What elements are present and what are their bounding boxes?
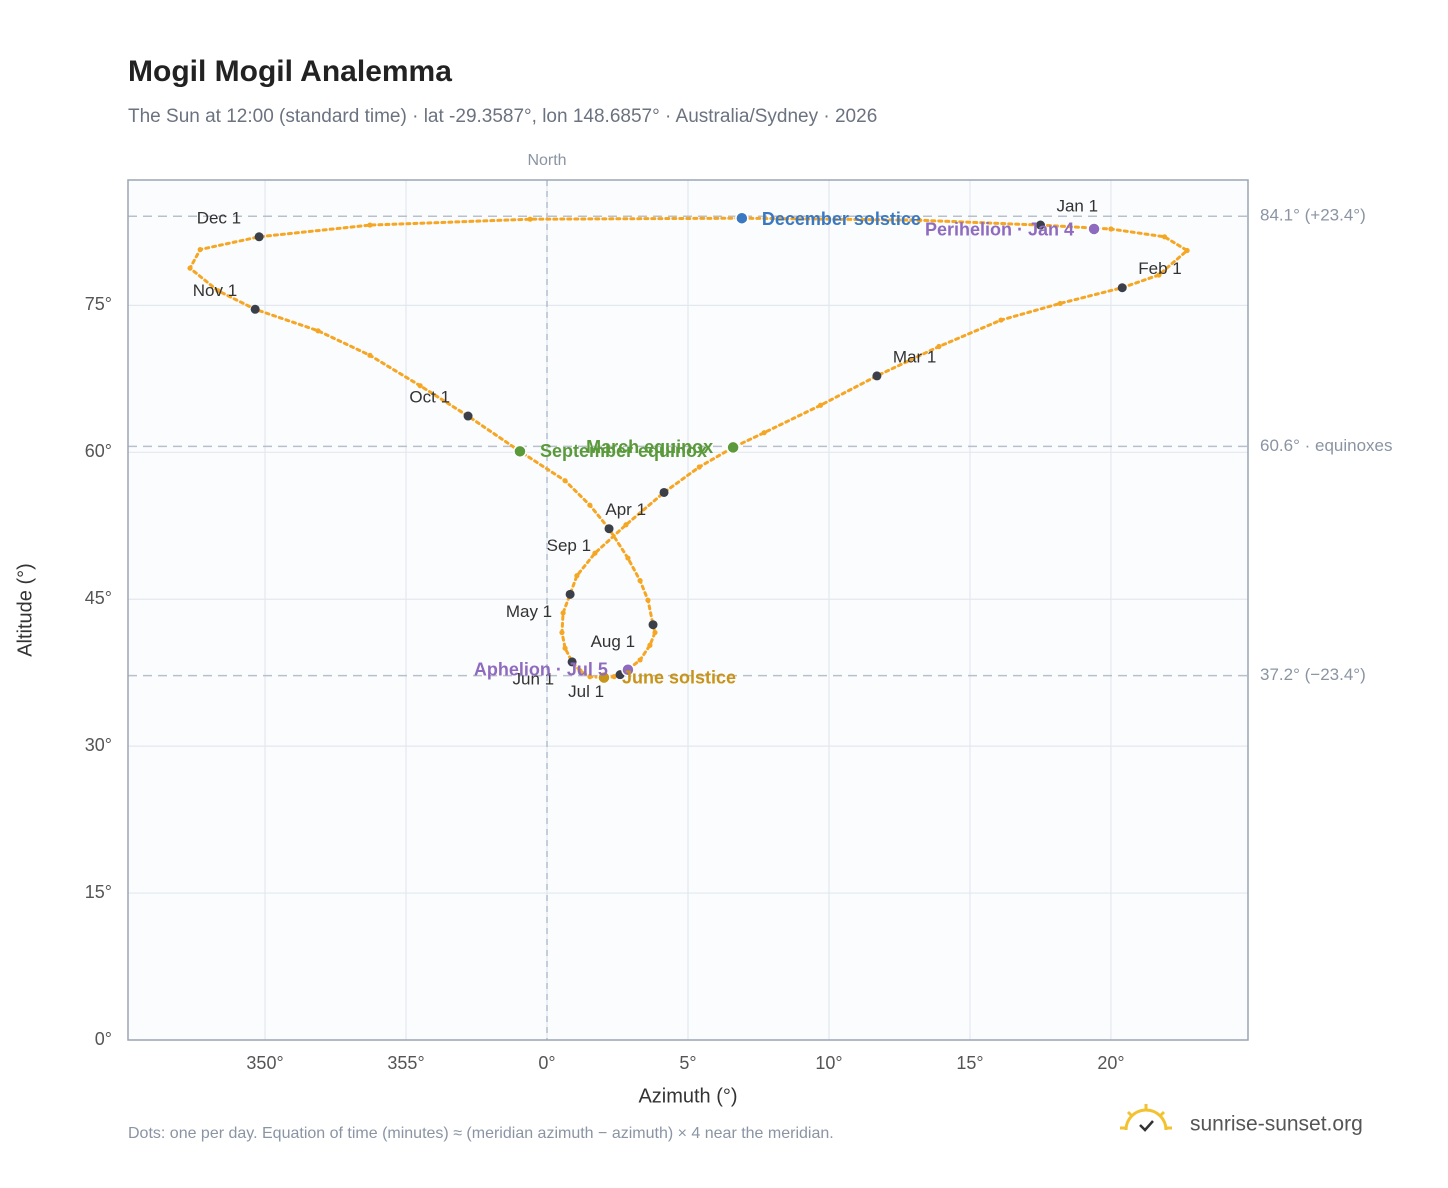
- day-dot: [1057, 300, 1063, 307]
- month-marker: [659, 487, 669, 497]
- event-label: December solstice: [762, 209, 921, 229]
- y-tick-label: 45°: [85, 588, 112, 608]
- month-label: Nov 1: [193, 281, 237, 300]
- x-tick-label: 5°: [679, 1053, 696, 1073]
- day-dot: [562, 645, 568, 651]
- day-dot: [1156, 272, 1162, 278]
- event-label: March equinox: [586, 437, 713, 457]
- event-marker: [597, 670, 611, 685]
- day-dot: [559, 629, 565, 636]
- x-tick-label: 20°: [1097, 1053, 1124, 1073]
- chart-subtitle: The Sun at 12:00 (standard time) · lat -…: [128, 106, 877, 127]
- y-tick-label: 0°: [95, 1029, 112, 1049]
- month-marker: [1117, 283, 1127, 293]
- event-marker: [726, 440, 740, 455]
- reference-label: 84.1° (+23.4°): [1260, 206, 1366, 225]
- month-label: May 1: [506, 602, 552, 621]
- day-dot: [611, 674, 617, 680]
- event-label: Perihelion · Jan 4: [925, 220, 1074, 240]
- event-marker: [621, 662, 635, 677]
- day-dot: [936, 343, 942, 350]
- day-dot: [367, 352, 373, 358]
- month-label: Jan 1: [1056, 197, 1098, 216]
- x-tick-label: 350°: [246, 1053, 283, 1073]
- day-dot: [1161, 234, 1168, 240]
- month-marker: [1035, 220, 1045, 230]
- y-axis-label: Altitude (°): [14, 563, 36, 657]
- event-label: June solstice: [622, 667, 736, 687]
- month-marker: [648, 620, 658, 630]
- day-dot: [417, 383, 423, 389]
- north-label: North: [527, 152, 566, 169]
- day-dot: [315, 328, 321, 334]
- day-dot: [574, 573, 580, 579]
- event-marker: [513, 444, 527, 459]
- day-dot: [652, 629, 658, 636]
- day-dot: [592, 550, 598, 556]
- day-dot: [817, 402, 824, 408]
- x-tick-label: 355°: [387, 1053, 424, 1073]
- day-dot: [197, 246, 203, 253]
- day-dot: [647, 642, 653, 648]
- event-label: September equinox: [540, 441, 707, 461]
- x-tick-label: 10°: [815, 1053, 842, 1073]
- day-dot: [998, 317, 1004, 323]
- month-label: Aug 1: [591, 632, 635, 651]
- month-marker: [254, 232, 264, 242]
- day-dot: [761, 430, 767, 436]
- day-dot: [367, 222, 373, 228]
- month-label: Feb 1: [1138, 259, 1181, 278]
- y-tick-label: 75°: [85, 294, 112, 314]
- month-label: Sep 1: [547, 536, 591, 555]
- chart-title: Mogil Mogil Analemma: [128, 55, 452, 88]
- x-tick-label: 15°: [956, 1053, 983, 1073]
- day-dot: [527, 216, 533, 222]
- month-label: Mar 1: [893, 347, 936, 366]
- day-dot: [215, 288, 221, 294]
- event-label: Aphelion · Jul 5: [474, 659, 608, 679]
- reference-label: 37.2° (−23.4°): [1260, 665, 1366, 684]
- event-marker: [1087, 222, 1101, 236]
- day-dot: [645, 597, 651, 603]
- brand-logo: [1120, 1104, 1172, 1132]
- y-tick-label: 15°: [85, 882, 112, 902]
- x-tick-label: 0°: [538, 1053, 555, 1073]
- day-dot: [696, 464, 702, 470]
- day-dot: [577, 668, 583, 674]
- day-dot: [916, 217, 922, 223]
- day-dot: [625, 555, 631, 561]
- y-tick-label: 60°: [85, 441, 112, 461]
- month-marker: [250, 304, 260, 314]
- month-marker: [872, 371, 882, 381]
- plot-border: [127, 179, 1249, 1041]
- marks: [187, 211, 1190, 685]
- month-marker: [604, 524, 614, 534]
- month-label: Jun 1: [513, 669, 555, 688]
- footnote: Dots: one per day. Equation of time (min…: [128, 1125, 834, 1142]
- x-axis-label: Azimuth (°): [638, 1085, 737, 1107]
- month-marker: [463, 411, 473, 421]
- day-dot: [562, 478, 568, 484]
- month-label: Apr 1: [605, 500, 646, 519]
- month-marker: [567, 657, 577, 667]
- day-dot: [587, 674, 593, 680]
- day-dot: [1184, 247, 1190, 254]
- month-label: Dec 1: [197, 208, 241, 227]
- event-marker: [735, 211, 749, 225]
- reference-label: 60.6° · equinoxes: [1260, 436, 1393, 455]
- brand-name: sunrise-sunset.org: [1190, 1113, 1363, 1136]
- month-label: Oct 1: [409, 388, 450, 407]
- month-marker: [565, 589, 575, 599]
- day-dot: [637, 657, 643, 663]
- day-dot: [637, 578, 643, 584]
- y-tick-label: 30°: [85, 735, 112, 755]
- month-label: Jul 1: [568, 682, 604, 701]
- day-dot: [623, 522, 629, 528]
- day-dot: [587, 502, 593, 508]
- day-dot: [1108, 226, 1114, 232]
- day-dot: [187, 265, 193, 271]
- day-dot: [560, 610, 566, 616]
